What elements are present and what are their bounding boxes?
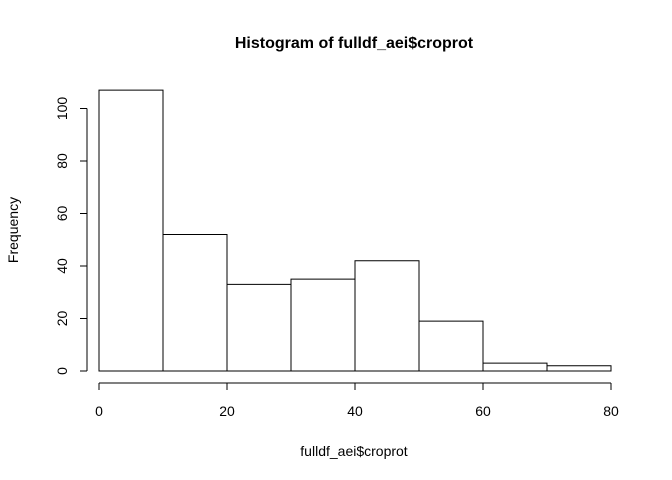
chart-title: Histogram of fulldf_aei$croprot: [235, 35, 474, 52]
histogram-bar-6: [482, 362, 548, 372]
histogram-bar-2: [226, 283, 292, 372]
x-axis: 0 20 40 60 80: [95, 382, 619, 419]
x-tick-label-1: 20: [219, 403, 235, 419]
y-tick-label-3: 60: [54, 206, 70, 222]
y-tick-label-1: 20: [54, 311, 70, 327]
y-tick-label-0: 0: [54, 367, 70, 375]
y-tick-label-4: 80: [54, 153, 70, 169]
histogram-bar-4: [354, 260, 420, 372]
histogram-bar-3: [290, 278, 356, 372]
bars-group: [98, 89, 612, 372]
histogram-bar-1: [162, 234, 228, 372]
histogram-bar-5: [418, 320, 484, 372]
x-tick-label-0: 0: [95, 403, 103, 419]
x-tick-label-3: 60: [475, 403, 491, 419]
x-axis-label: fulldf_aei$croprot: [300, 443, 408, 459]
y-tick-label-5: 100: [54, 97, 70, 121]
x-tick-label-2: 40: [347, 403, 363, 419]
histogram-bar-0: [98, 89, 164, 372]
histogram-bar-7: [546, 365, 612, 372]
y-axis-label: Frequency: [5, 197, 21, 263]
x-tick-label-4: 80: [603, 403, 619, 419]
y-axis: 0 20 40 60 80 100: [54, 97, 88, 375]
y-tick-label-2: 40: [54, 258, 70, 274]
